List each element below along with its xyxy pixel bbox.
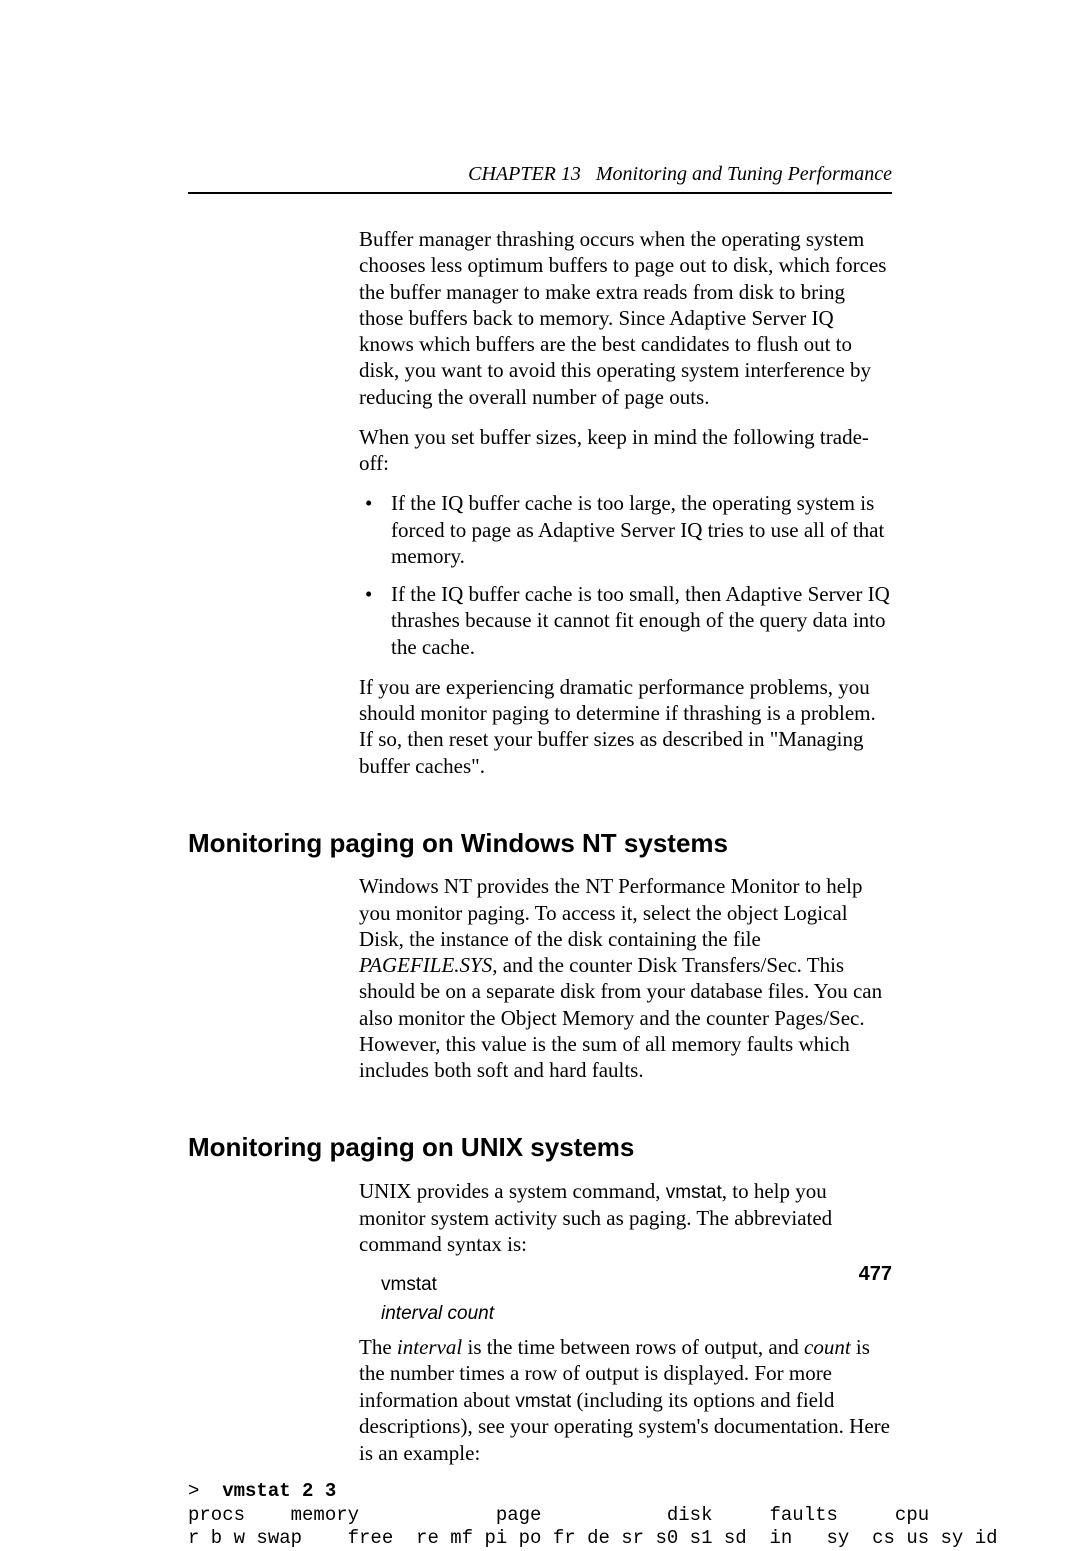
chapter-label: CHAPTER 13 [468,163,581,185]
unix-p1: UNIX provides a system command, vmstat, … [359,1178,892,1257]
body-column: Buffer manager thrashing occurs when the… [359,226,892,779]
command-syntax: vmstat interval count [381,1271,892,1328]
running-head: CHAPTER 13 Monitoring and Tuning Perform… [188,162,892,187]
section-heading-unix: Monitoring paging on UNIX systems [188,1131,892,1164]
count-em: count [804,1335,851,1359]
section-unix-body: UNIX provides a system command, vmstat, … [359,1178,892,1466]
nt-p1: Windows NT provides the NT Performance M… [359,873,892,1083]
example-header-2: r b w swap free re mf pi po fr de sr s0 … [188,1527,998,1549]
text: UNIX provides a system command, [359,1179,666,1203]
cmd-args: interval count [381,1300,892,1329]
interval-em: interval [397,1335,462,1359]
vmstat-inline: vmstat [666,1182,722,1203]
tradeoff-list: If the IQ buffer cache is too large, the… [359,490,892,660]
cmd-name: vmstat [381,1271,892,1300]
text: The [359,1335,397,1359]
vmstat-example: > vmstat 2 3 procs memory page disk faul… [188,1480,892,1551]
page-number: 477 [859,1262,892,1287]
vmstat-inline: vmstat [515,1391,571,1412]
list-item: If the IQ buffer cache is too small, the… [359,581,892,660]
intro-p2: When you set buffer sizes, keep in mind … [359,424,892,477]
prompt: > [188,1480,222,1502]
header-rule [188,192,892,194]
intro-p3: If you are experiencing dramatic perform… [359,674,892,779]
example-command: vmstat 2 3 [222,1480,336,1502]
text: Windows NT provides the NT Performance M… [359,874,862,951]
page: CHAPTER 13 Monitoring and Tuning Perform… [0,0,1080,1397]
intro-p1: Buffer manager thrashing occurs when the… [359,226,892,410]
list-item: If the IQ buffer cache is too large, the… [359,490,892,569]
unix-p2: The interval is the time between rows of… [359,1334,892,1466]
pagefile-em: PAGEFILE.SYS, [359,953,497,977]
text: is the time between rows of output, and [462,1335,804,1359]
section-heading-nt: Monitoring paging on Windows NT systems [188,827,892,860]
chapter-title: Monitoring and Tuning Performance [596,163,892,185]
example-header-1: procs memory page disk faults cpu [188,1504,929,1526]
section-nt-body: Windows NT provides the NT Performance M… [359,873,892,1083]
